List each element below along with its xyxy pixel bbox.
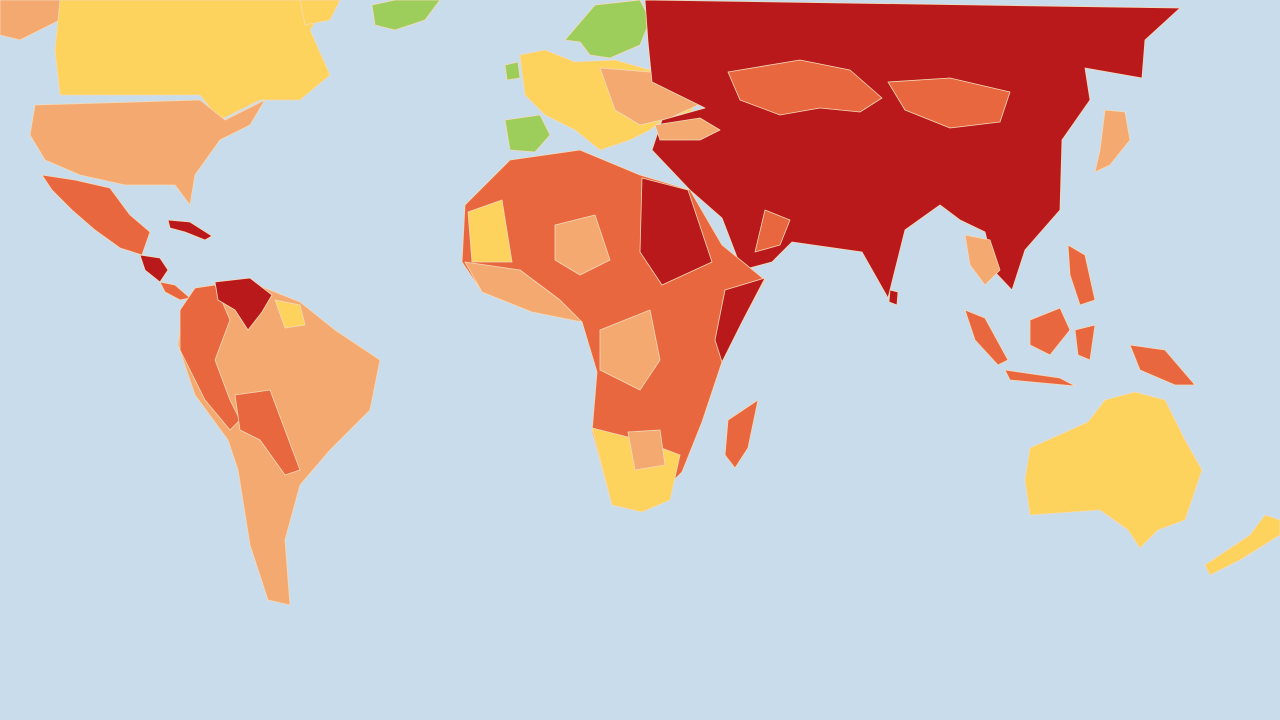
philippines	[1067, 244, 1096, 306]
sahel	[554, 214, 611, 276]
sulawesi	[1074, 324, 1096, 361]
west-africa	[464, 261, 583, 323]
greenland	[299, 0, 341, 26]
central-africa	[599, 309, 661, 391]
oman	[754, 209, 791, 253]
somalia	[714, 277, 766, 363]
madagascar	[724, 399, 759, 469]
iberia	[504, 114, 551, 153]
bolivia-paraguay	[234, 389, 301, 476]
new-zealand	[1204, 514, 1280, 576]
venezuela	[214, 277, 273, 331]
central-america-south	[159, 281, 191, 301]
guiana	[274, 299, 306, 329]
new-guinea	[1129, 344, 1196, 386]
java	[1004, 369, 1076, 387]
central-america	[139, 254, 169, 283]
usa	[29, 99, 266, 206]
mauritania	[467, 199, 513, 263]
botswana	[627, 429, 666, 471]
iceland	[371, 0, 441, 31]
japan	[1094, 109, 1131, 173]
kazakhstan	[727, 59, 883, 116]
thailand	[964, 234, 1001, 286]
borneo	[1029, 307, 1071, 356]
cuba	[167, 219, 213, 241]
ireland	[504, 61, 521, 81]
turkey	[654, 117, 721, 141]
sumatra	[964, 309, 1009, 366]
egypt-sudan	[639, 177, 713, 286]
sri-lanka	[888, 289, 899, 306]
mongolia	[887, 77, 1011, 129]
scandinavia	[564, 0, 651, 59]
australia	[1024, 391, 1203, 549]
